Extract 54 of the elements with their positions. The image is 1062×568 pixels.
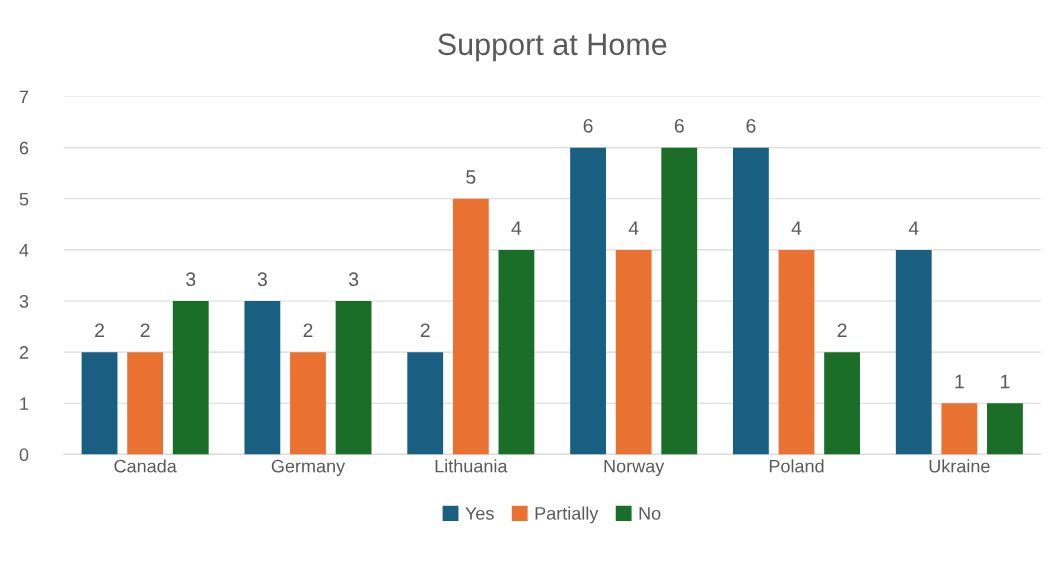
bar: [452, 198, 489, 455]
x-tick-label: Germany: [271, 459, 346, 477]
data-label: 1: [1001, 374, 1010, 389]
bar: [244, 301, 281, 455]
bar: [81, 352, 118, 455]
legend-label: No: [639, 507, 661, 520]
data-label: 1: [955, 374, 964, 389]
bar: [290, 352, 326, 455]
data-label: 6: [746, 118, 756, 133]
y-tick-label: 5: [19, 192, 29, 206]
bar: [732, 147, 769, 455]
bar: [941, 403, 978, 455]
bar: [778, 249, 815, 455]
y-tick-label: 3: [19, 294, 29, 308]
x-tick-label: Poland: [769, 459, 824, 473]
x-tick-label: Canada: [114, 459, 177, 473]
data-label: 4: [791, 221, 802, 235]
x-tick-label: Lithuania: [435, 459, 508, 473]
data-label: 4: [628, 221, 639, 235]
data-label: 4: [908, 221, 919, 235]
legend-label: Yes: [465, 507, 494, 520]
chart-title: Support at Home: [438, 33, 667, 62]
x-tick-label: Norway: [604, 459, 665, 477]
bar: [570, 147, 606, 455]
data-label: 3: [257, 272, 267, 287]
data-label: 2: [837, 323, 847, 338]
bar: [172, 301, 209, 455]
x-tick-label: Ukraine: [929, 459, 990, 473]
legend-label: Partially: [535, 506, 599, 524]
y-tick-label: 7: [19, 90, 29, 104]
bar: [661, 147, 698, 455]
y-tick-label: 0: [19, 448, 29, 462]
bar: [407, 352, 444, 455]
data-label: 2: [303, 323, 313, 338]
data-label: 6: [674, 118, 684, 133]
data-label: 5: [466, 170, 476, 184]
data-label: 3: [348, 272, 359, 287]
y-tick-label: 1: [20, 397, 29, 410]
y-tick-label: 4: [19, 244, 29, 257]
bar: [824, 352, 861, 455]
bar: [615, 249, 652, 455]
data-label: 2: [420, 323, 430, 338]
bar: [127, 352, 164, 455]
bar: [498, 249, 535, 455]
data-label: 2: [95, 323, 104, 338]
bar: [895, 249, 932, 455]
y-tick-label: 6: [19, 141, 29, 155]
data-label: 2: [140, 323, 150, 338]
data-label: 6: [583, 118, 593, 133]
data-label: 3: [186, 272, 196, 287]
data-label: 4: [511, 221, 522, 235]
y-tick-label: 2: [19, 346, 29, 359]
bar: [335, 301, 372, 455]
bar: [987, 403, 1023, 455]
